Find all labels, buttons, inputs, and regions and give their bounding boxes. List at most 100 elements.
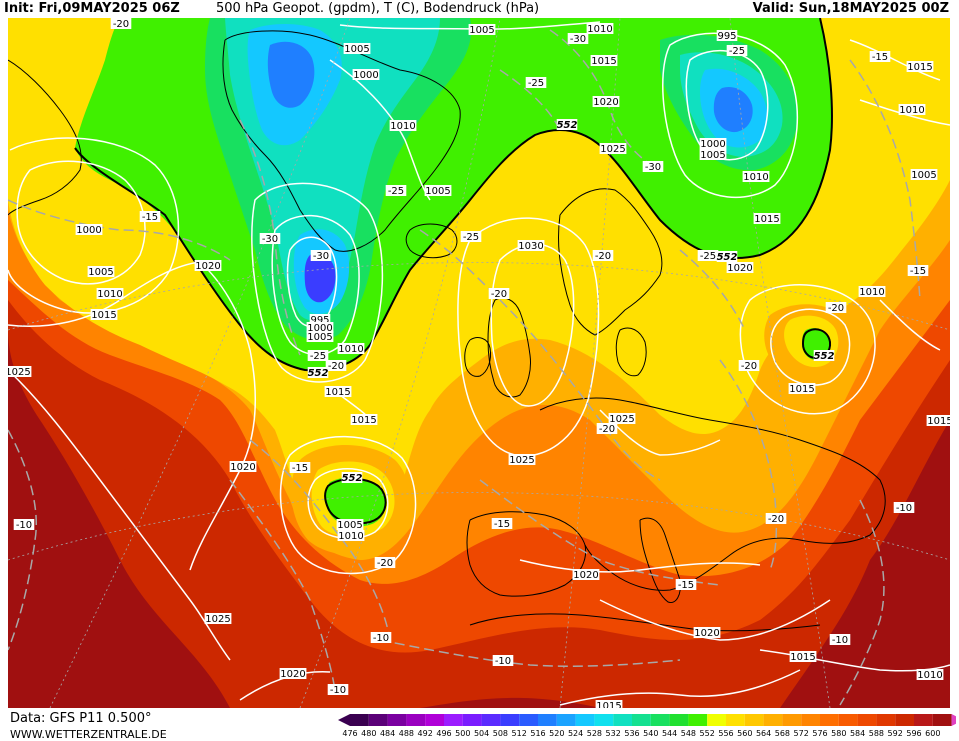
- isobar-label-1: 1010: [586, 23, 614, 35]
- temperature-label-text-21: -10: [16, 520, 32, 531]
- legend-swatch-14: [613, 714, 632, 726]
- isobar-label-text-7: 1010: [390, 121, 415, 132]
- legend-label-5: 496: [436, 729, 452, 738]
- isobar-label-box-42: [789, 651, 817, 662]
- isobar-label-text-13: 1010: [743, 172, 768, 183]
- isobar-label-box-21: [87, 266, 115, 277]
- grid-line-6: [8, 262, 950, 331]
- init-time-label: Init: Fri,09MAY2025 06Z: [4, 1, 180, 16]
- geopotential-label-text-2: 552: [342, 473, 363, 484]
- band-516-north: [267, 41, 315, 108]
- temperature-label-box-23: [765, 513, 787, 524]
- legend-label-7: 504: [473, 729, 490, 738]
- isobar-label-41: 1020: [693, 627, 721, 639]
- isobar-label-box-37: [336, 519, 364, 530]
- legend-label-17: 544: [661, 729, 678, 738]
- temperature-label-text-10: -30: [313, 251, 329, 262]
- isobar-label-box-33: [608, 413, 636, 424]
- legend-label-2: 484: [379, 729, 396, 738]
- isobar-1020-med: [519, 559, 761, 573]
- temperature-label-text-23: -20: [768, 514, 784, 525]
- temperature-label-text-7: -15: [142, 212, 158, 223]
- temperature-label-box-29: [492, 655, 514, 666]
- temperature-label-box-16: [307, 350, 329, 361]
- isobar-label-29: 1025: [8, 366, 32, 378]
- isobar-label-9: 1010: [898, 104, 926, 116]
- isobar-label-box-41: [693, 627, 721, 638]
- isotherm-minus-10-africa: [379, 639, 681, 667]
- isobar-label-21: 1005: [87, 266, 115, 278]
- temperature-label-23: -20: [765, 513, 787, 525]
- isobar-label-text-15: 1005: [425, 186, 450, 197]
- isobar-label-7: 1010: [389, 120, 417, 132]
- legend-swatch-29: [895, 714, 914, 726]
- temperature-label-box-21: [13, 519, 35, 530]
- temperature-label-22: -15: [491, 518, 513, 530]
- isobar-label-box-8: [592, 96, 620, 107]
- legend-swatch-10: [538, 714, 557, 726]
- isobar-label-text-28: 1010: [338, 344, 363, 355]
- temperature-label-text-11: -20: [595, 251, 611, 262]
- temperature-label-text-30: -10: [330, 685, 346, 696]
- isobar-low-scandinavia-east-2: [662, 32, 799, 198]
- legend-swatch-15: [632, 714, 651, 726]
- geopotential-label-2: 552: [342, 472, 363, 484]
- legend-label-21: 560: [737, 729, 753, 738]
- isobar-label-text-33: 1025: [609, 414, 634, 425]
- temperature-label-text-5: -30: [645, 162, 661, 173]
- isobar-label-text-39: 1020: [573, 570, 598, 581]
- legend-labels: 476 480 484 488 492 496 500 504 508 512 516 520 524 5…: [342, 729, 952, 741]
- isobar-label-44: 1010: [916, 669, 944, 681]
- temperature-label-11: -20: [592, 250, 614, 262]
- isobar-russia-low-2: [739, 284, 876, 415]
- isobar-label-text-38: 1010: [338, 531, 363, 542]
- isobar-label-text-21: 1005: [88, 267, 113, 278]
- isobar-1015-east: [849, 39, 941, 81]
- isobar-label-4: 1015: [906, 61, 934, 73]
- isobar-label-box-11: [699, 138, 727, 149]
- temperature-label-8: -25: [460, 231, 482, 243]
- legend-label-22: 564: [755, 729, 772, 738]
- weather-map: 1005 1010 995 1015 1015 1005 1000 1010 1020 1010 1…: [8, 18, 950, 708]
- legend-swatches: [338, 714, 956, 726]
- legend-swatch-17: [669, 714, 689, 726]
- isotherm-minus-15-atlantic: [229, 479, 336, 691]
- temperature-label-text-28: -10: [832, 635, 848, 646]
- isobar-label-box-34: [926, 415, 950, 426]
- temperature-label-text-13: -15: [910, 266, 926, 277]
- legend-swatch-3: [406, 714, 426, 726]
- temperature-label-text-15: -20: [828, 303, 844, 314]
- temperature-label-text-25: -20: [377, 558, 393, 569]
- temperature-label-text-29: -10: [495, 656, 511, 667]
- isobar-label-box-3: [590, 55, 618, 66]
- temperature-label-26: -15: [675, 579, 697, 591]
- isobar-label-26: 1000: [306, 322, 334, 334]
- temperature-label-text-8: -25: [463, 232, 479, 243]
- temperature-label-box-9: [259, 233, 281, 244]
- isobar-label-text-44: 1010: [917, 670, 942, 681]
- isobar-label-31: 1015: [788, 383, 816, 395]
- temperature-label-text-2: -25: [729, 46, 745, 57]
- legend-label-20: 556: [718, 729, 734, 738]
- isobar-label-text-8: 1020: [593, 97, 618, 108]
- isobar-atlantic-low-1: [307, 468, 389, 540]
- legend-label-29: 592: [887, 729, 903, 738]
- temperature-label-19: -20: [596, 423, 618, 435]
- legend-swatch-25: [820, 714, 839, 726]
- geopotential-label-box-1: [716, 251, 738, 262]
- temperature-label-text-1: -30: [570, 34, 586, 45]
- band-516-east: [713, 86, 753, 133]
- isobar-label-text-2: 995: [717, 31, 736, 42]
- legend-label-0: 476: [342, 729, 358, 738]
- isotherm-minus-10-west: [8, 429, 38, 651]
- isotherm-minus-20-europe: [499, 299, 661, 481]
- isobar-label-text-40: 1025: [205, 614, 230, 625]
- isobar-west-low-2: [8, 137, 180, 314]
- temperature-label-10: -30: [310, 250, 332, 262]
- isobar-label-box-38: [337, 530, 365, 541]
- isotherm-minus-25-russia: [679, 249, 746, 331]
- grid-line-4: [729, 18, 831, 708]
- coast-ireland: [464, 337, 491, 377]
- temperature-label-17: -20: [325, 360, 347, 372]
- isobar-high-uk: [490, 243, 575, 407]
